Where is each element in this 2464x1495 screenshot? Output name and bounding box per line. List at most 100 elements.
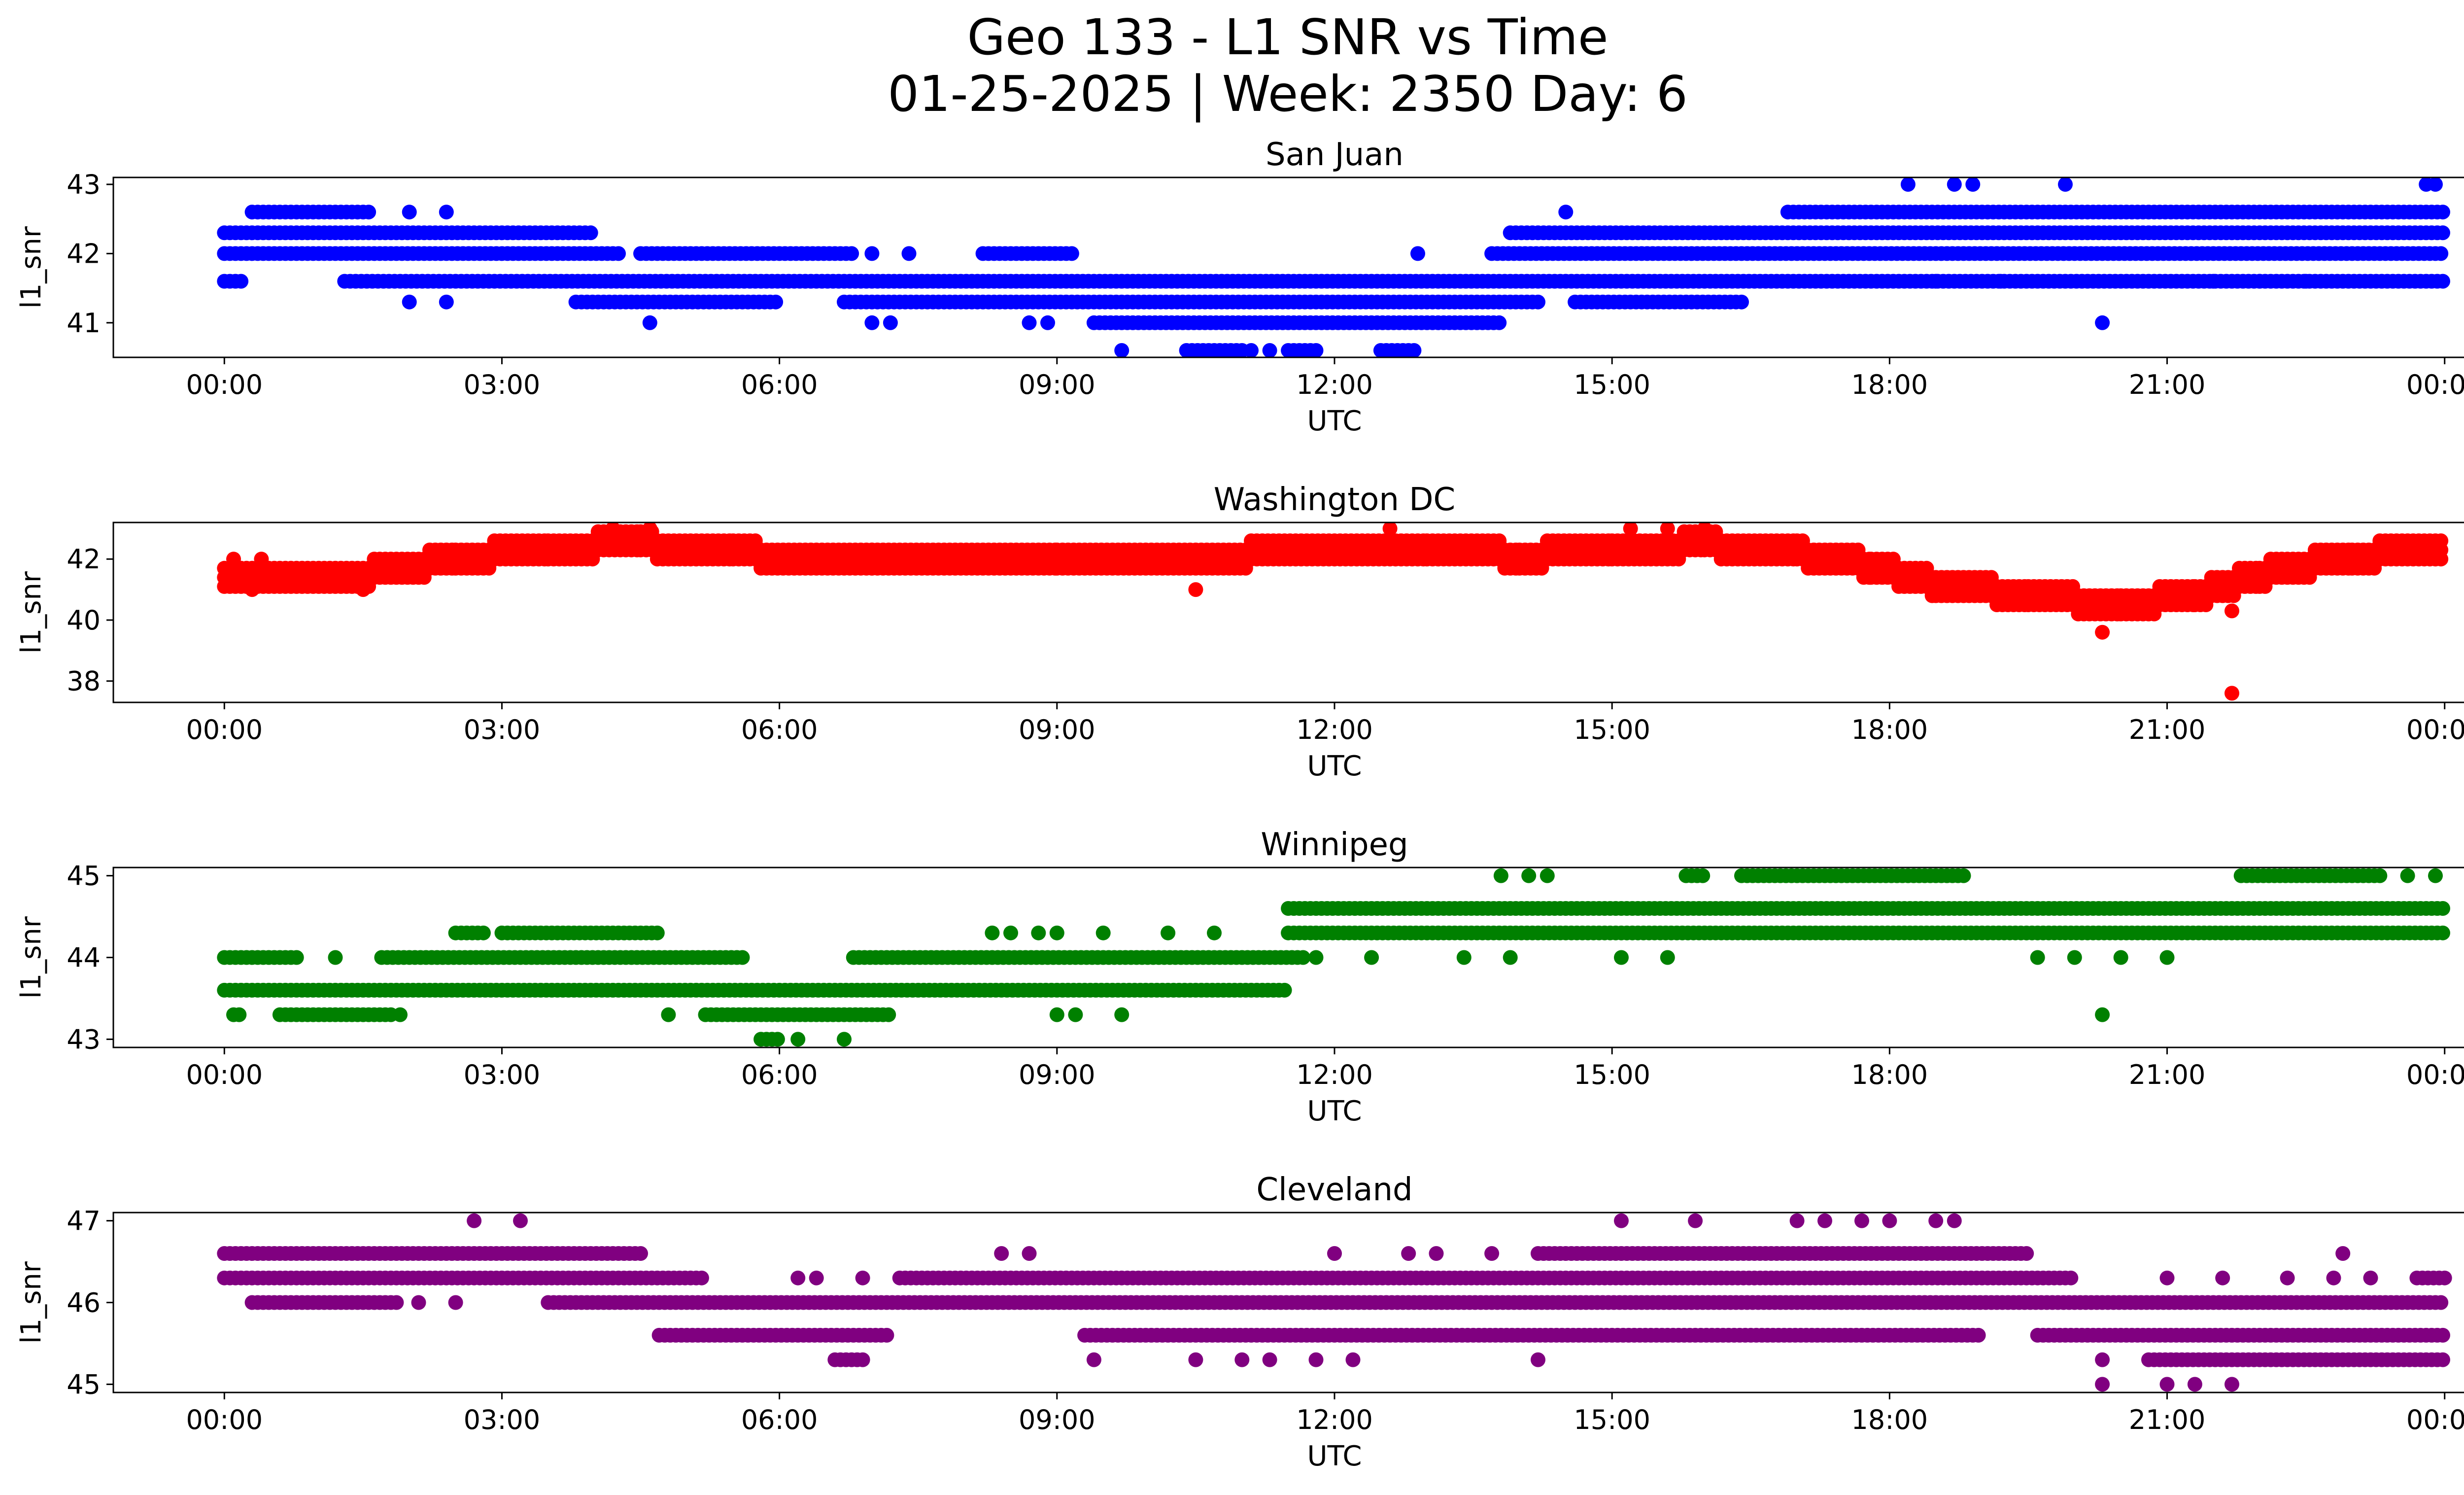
data-point [855,1270,870,1286]
data-point [1531,1352,1545,1367]
data-point [439,205,454,220]
data-point [1993,274,2008,289]
x-tick-label: 00:00 [2406,1404,2464,1435]
data-point [226,552,241,567]
data-point [467,1213,482,1228]
data-point [694,1270,709,1286]
x-tick-label: 00:00 [2406,714,2464,745]
data-point [1086,1352,1101,1367]
data-point [2433,1295,2449,1310]
x-axis-label: UTC [1307,1095,1362,1127]
data-point [1492,315,1507,330]
data-point [1956,868,1971,883]
x-tick-label: 09:00 [1019,1404,1095,1435]
data-point [234,274,249,289]
x-tick-label: 06:00 [741,1059,818,1090]
data-point [1614,950,1629,965]
y-tick-label: 46 [67,1287,101,1319]
subplot-title: Cleveland [1256,1172,1412,1208]
x-tick-label: 03:00 [464,1059,541,1090]
data-point [633,1246,648,1261]
data-point [289,950,304,965]
data-series [217,522,2449,701]
data-point [2224,1377,2239,1392]
data-point [1410,246,1425,261]
data-point [1049,1007,1064,1022]
data-point [1068,1007,1083,1022]
data-point [642,315,657,330]
x-tick-label: 12:00 [1296,714,1373,745]
data-point [2335,1246,2351,1261]
data-point [1971,1327,1986,1343]
data-point [1456,950,1472,965]
subplot-title: Washington DC [1214,482,1455,518]
x-tick-label: 03:00 [464,1404,541,1435]
data-point [1558,205,1574,220]
x-tick-label: 00:00 [186,1059,263,1090]
x-tick-label: 00:00 [186,369,263,400]
y-tick-label: 41 [67,308,101,339]
data-point [2433,246,2449,261]
data-point [650,925,665,940]
data-point [2095,1352,2110,1367]
subplot-title: San Juan [1266,137,1403,173]
data-point [2019,1246,2034,1261]
x-tick-label: 09:00 [1019,714,1095,745]
data-point [1734,294,1749,310]
data-point [2159,950,2175,965]
data-point [1429,1246,1444,1261]
data-point [1900,177,1916,192]
data-point [2067,950,2082,965]
data-point [901,246,917,261]
data-point [1660,950,1675,965]
data-point [1928,274,1944,289]
x-tick-label: 21:00 [2129,369,2206,400]
data-point [605,522,620,536]
data-point [411,1295,426,1310]
y-tick-label: 45 [67,1369,101,1400]
data-point [2437,1270,2452,1286]
y-tick-label: 42 [67,238,101,269]
data-point [2095,625,2110,640]
data-point [1965,177,1981,192]
y-tick-label: 42 [67,544,101,575]
x-tick-label: 18:00 [1851,1059,1928,1090]
y-tick-label: 44 [67,942,101,973]
x-tick-label: 21:00 [2129,1404,2206,1435]
data-point [2435,901,2450,916]
data-point [1882,1213,1897,1228]
data-point [994,1246,1009,1261]
x-tick-label: 15:00 [1574,1404,1650,1435]
data-point [2095,315,2110,330]
x-tick-label: 12:00 [1296,369,1373,400]
data-point [2363,1270,2378,1286]
data-point [1207,925,1222,940]
data-point [1493,868,1508,883]
data-point [1188,582,1203,597]
x-tick-label: 18:00 [1851,714,1928,745]
y-axis-label: l1_snr [15,571,47,654]
data-point [844,246,859,261]
data-point [1817,1213,1832,1228]
data-point [881,1007,896,1022]
data-point [1401,1246,1416,1261]
data-point [2435,1327,2450,1343]
data-point [1022,315,1037,330]
data-point [1262,1352,1277,1367]
data-point [855,1352,870,1367]
data-point [1345,1352,1361,1367]
data-point [2030,950,2045,965]
data-point [2252,274,2267,289]
data-point [2206,274,2221,289]
data-point [1928,1213,1944,1228]
y-axis-label: l1_snr [15,916,47,999]
x-tick-label: 09:00 [1019,369,1095,400]
data-point [1003,925,1018,940]
data-point [254,552,269,567]
data-point [1406,343,1422,357]
data-point [1697,522,1712,536]
data-point [583,225,598,241]
data-point [1484,1246,1500,1261]
data-point [1947,177,1962,192]
data-point [1040,315,1055,330]
